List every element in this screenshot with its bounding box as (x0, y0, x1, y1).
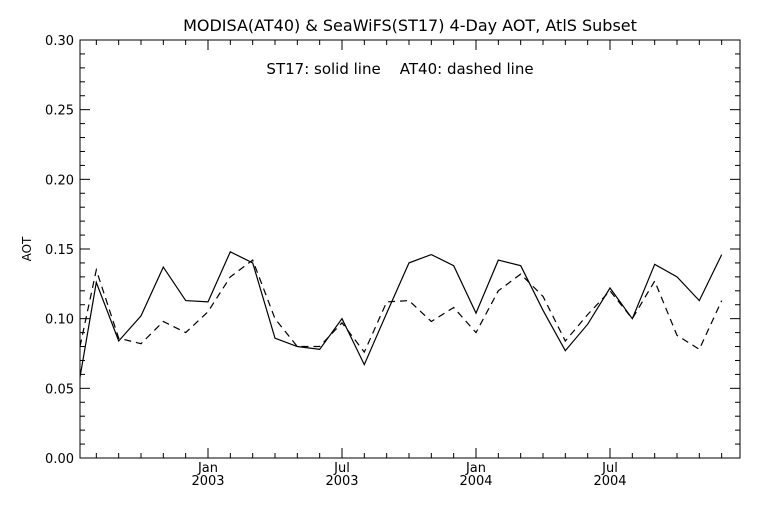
chart-title: MODISA(AT40) & SeaWiFS(ST17) 4-Day AOT, … (183, 16, 637, 35)
x-tick-label-month: Jan (197, 461, 218, 476)
x-tick-label-month: Jul (333, 461, 350, 476)
x-tick-label-month: Jan (465, 461, 486, 476)
x-tick-label-month: Jul (601, 461, 618, 476)
y-tick-label: 0.15 (45, 243, 74, 258)
x-tick-label-year: 2003 (325, 474, 358, 489)
plot-frame (79, 39, 741, 459)
y-tick-label: 0.00 (45, 452, 74, 467)
y-tick-label: 0.20 (45, 173, 74, 188)
series-line-at40 (79, 259, 723, 354)
x-tick-label-year: 2004 (593, 474, 626, 489)
y-tick-label: 0.10 (45, 313, 74, 328)
y-tick-label: 0.30 (45, 34, 74, 49)
x-tick-label-year: 2003 (191, 474, 224, 489)
x-tick-label-year: 2004 (459, 474, 492, 489)
y-tick-label: 0.05 (45, 382, 74, 397)
series-legend-annotation: ST17: solid line AT40: dashed line (266, 60, 533, 78)
y-tick-label: 0.25 (45, 104, 74, 119)
series-group (79, 250, 723, 378)
y-axis-label: AOT (20, 236, 34, 261)
axes: 0.000.050.100.150.200.250.30Jan2003Jul20… (45, 34, 740, 489)
series-line-st17 (79, 250, 723, 378)
